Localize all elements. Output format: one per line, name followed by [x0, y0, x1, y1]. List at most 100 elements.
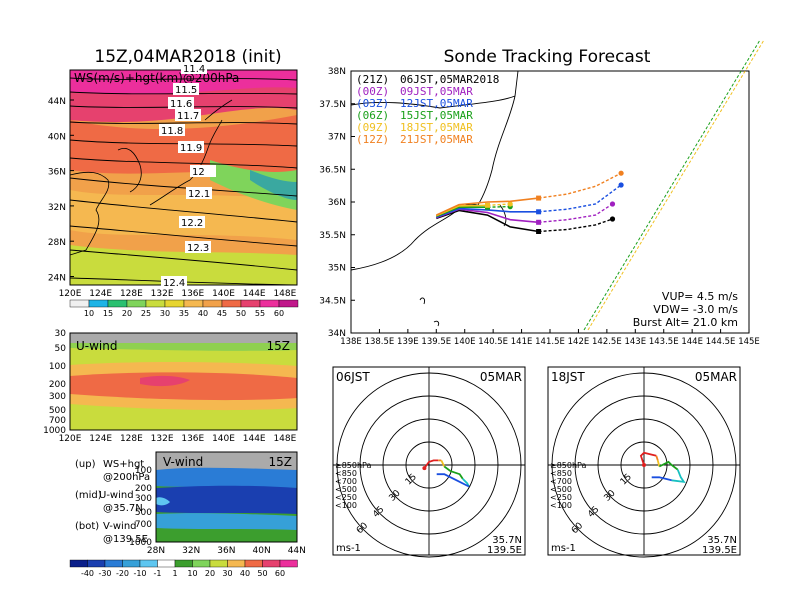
u-p-tick-label: 100	[49, 362, 66, 372]
contour-label-bg	[175, 109, 201, 121]
map-label: WS(m/s)+hgt(km)@200hPa	[74, 71, 239, 85]
burst-text: Burst Alt= 21.0 km	[633, 316, 738, 329]
ws-color-swatch	[164, 299, 185, 308]
uv-color-swatch	[122, 559, 141, 568]
ws-color-swatch	[145, 299, 166, 308]
legend-time: 06JST,05MAR2018	[400, 73, 499, 86]
ws-level-label: 55	[255, 309, 265, 318]
track-line-ascent	[436, 207, 539, 218]
u-p-tick-label: 200	[49, 380, 66, 390]
uv-color-swatch	[104, 559, 123, 568]
hodo-pressure-label: <100	[550, 501, 572, 510]
contour-label-bg	[178, 141, 204, 153]
hodo-lon: 139.5E	[487, 545, 522, 556]
hodo-lat: 35.7N	[492, 535, 522, 546]
v-wind-panel	[155, 451, 298, 543]
hodo-segment	[443, 465, 464, 480]
v-p-tick-label: 100	[135, 466, 152, 476]
v-p-tick-label: 200	[135, 484, 152, 494]
ws-color-swatch	[221, 299, 242, 308]
uv-color-swatch	[262, 559, 281, 568]
contour-label: 11.4	[183, 64, 205, 75]
contour-label-bg	[185, 241, 211, 253]
track-line-ascent	[435, 204, 488, 217]
track-lat-label: 34.5N	[319, 296, 346, 306]
uv-level-label: 50	[257, 569, 267, 578]
track-lon-label: 144.5E	[706, 337, 736, 347]
note-tag: (bot)	[75, 521, 99, 532]
hodo-lon: 139.5E	[702, 545, 737, 556]
v-time: 15Z	[269, 455, 293, 469]
track-lat-label: 36N	[328, 198, 346, 208]
note-line1: WS+hgt	[103, 459, 144, 470]
legend-code: (00Z)	[356, 85, 389, 98]
track-line-ascent	[435, 197, 539, 216]
hodo-segment	[423, 459, 439, 469]
contour-label-bg	[186, 187, 212, 199]
lon-tick-label: 132E	[151, 289, 174, 299]
track-series	[435, 170, 624, 234]
hodo-pressure-label: <100	[335, 501, 357, 510]
ws-color-swatch	[69, 299, 90, 308]
note-tag: (up)	[75, 459, 96, 470]
hodo-start-point	[642, 463, 646, 467]
v-p-tick-label: 500	[135, 508, 152, 518]
track-landing-point	[618, 170, 624, 176]
left-title: 15Z,04MAR2018 (init)	[94, 47, 281, 67]
track-burst-point	[536, 195, 542, 201]
contour-label: 11.5	[175, 85, 197, 96]
note-line2: @139.5E	[103, 534, 148, 545]
track-lon-label: 144E	[681, 337, 703, 347]
hodo-pressure-label: <700	[550, 477, 572, 486]
contour-label: 12.1	[188, 189, 210, 200]
track-lat-label: 37N	[328, 133, 346, 143]
uv-level-label: 60	[275, 569, 285, 578]
lat-tick-label: 36N	[48, 168, 66, 178]
track-landing-point	[507, 201, 513, 207]
hodo-pressure-label: <250	[335, 493, 357, 502]
ws-level-label: 10	[84, 309, 94, 318]
v-label: V-wind	[163, 455, 203, 469]
track-burst-point	[536, 209, 542, 215]
legend-code: (03Z)	[356, 97, 389, 110]
left-lon-ticks: 120E 124E 128E 132E 136E 140E 144E 148E	[59, 289, 297, 299]
ws-level-label: 15	[103, 309, 113, 318]
ws-level-label: 45	[217, 309, 227, 318]
v-lat-tick-label: 32N	[182, 546, 200, 556]
contour-label: 11.8	[161, 126, 183, 137]
uv-color-swatch	[192, 559, 211, 568]
hodo-time: 18JST	[551, 370, 585, 384]
track-lat-label: 34N	[328, 329, 346, 339]
u-lon-tick-label: 144E	[243, 434, 266, 444]
lat-tick-label: 24N	[48, 274, 66, 284]
track-lon-label: 143.5E	[649, 337, 679, 347]
note-line1: V-wind	[103, 521, 137, 532]
lon-tick-label: 124E	[89, 289, 112, 299]
uv-color-swatch	[87, 559, 106, 568]
uv-color-swatch	[157, 559, 176, 568]
ws-color-swatch	[183, 299, 204, 308]
hodo-pressure-label: <250	[550, 493, 572, 502]
uv-level-label: 30	[222, 569, 232, 578]
legend-time: 12JST,05MAR	[400, 97, 473, 110]
ws-level-label: 40	[198, 309, 208, 318]
contour-label: 12.3	[187, 243, 209, 254]
v-p-tick-label: 700	[135, 520, 152, 530]
hodo-pressure-label: ≥850hPa	[550, 461, 587, 470]
hodo-units: ms-1	[551, 543, 576, 554]
legend-time: 09JST,05MAR	[400, 85, 473, 98]
ws-level-label: 35	[179, 309, 189, 318]
lon-tick-label: 148E	[273, 289, 296, 299]
track-map	[350, 39, 765, 334]
ws-level-label: 30	[160, 309, 170, 318]
hodo-pressure-label: <850	[550, 469, 572, 478]
note-line2: @200hPa	[103, 472, 150, 483]
hodo-pressure-label: <500	[550, 485, 572, 494]
track-line-descent	[538, 172, 622, 199]
note-line1: U-wind	[99, 490, 134, 501]
uv-level-label: -30	[98, 569, 111, 578]
lon-tick-label: 140E	[212, 289, 235, 299]
uv-level-label: 40	[240, 569, 250, 578]
u-time: 15Z	[267, 339, 291, 353]
